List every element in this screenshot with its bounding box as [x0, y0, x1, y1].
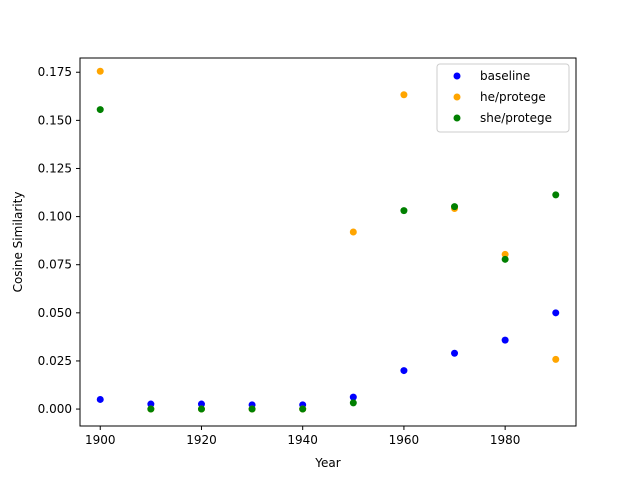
data-point: [248, 405, 256, 413]
x-tick-label: 1960: [389, 433, 420, 447]
legend-label: baseline: [480, 69, 530, 83]
data-points-layer: [96, 67, 560, 413]
data-point: [147, 405, 155, 413]
y-tick-label: 0.000: [38, 402, 72, 416]
legend-marker: [453, 93, 461, 101]
data-point: [349, 393, 357, 401]
y-axis-label: Cosine Similarity: [11, 192, 25, 293]
data-point: [552, 309, 560, 317]
plot-frame: [79, 57, 577, 427]
x-tick-label: 1920: [186, 433, 217, 447]
legend-item: she/protege: [453, 111, 552, 125]
legend-item: baseline: [453, 69, 530, 83]
y-tick-label: 0.075: [38, 258, 72, 272]
data-point: [96, 395, 104, 403]
data-point: [96, 67, 104, 75]
data-point: [400, 207, 408, 215]
data-point: [197, 400, 205, 408]
y-tick-label: 0.050: [38, 306, 72, 320]
data-point: [299, 405, 307, 413]
x-tick-label: 1900: [85, 433, 116, 447]
legend-marker: [453, 114, 461, 122]
series-she-protege: [96, 106, 560, 413]
data-point: [501, 255, 509, 263]
legend-label: she/protege: [480, 111, 552, 125]
legend: baseline he/protege she/protege: [436, 63, 570, 133]
data-point: [552, 355, 560, 363]
y-axis-ticks: 0.000 0.025 0.050 0.075 0.100 0.125 0.150 0.175: [38, 65, 80, 416]
data-point: [400, 91, 408, 99]
data-point: [451, 349, 459, 357]
x-axis-label: Year: [314, 456, 340, 470]
data-point: [501, 250, 509, 258]
y-tick-label: 0.150: [38, 113, 72, 127]
data-point: [147, 400, 155, 408]
x-tick-label: 1980: [490, 433, 521, 447]
legend-item: he/protege: [453, 90, 546, 104]
data-point: [552, 191, 560, 199]
legend-box: [436, 63, 570, 133]
data-point: [451, 203, 459, 211]
data-point: [96, 106, 104, 114]
data-point: [501, 336, 509, 344]
data-point: [197, 405, 205, 413]
data-point: [349, 228, 357, 236]
legend-items: baseline he/protege she/protege: [453, 69, 552, 125]
y-tick-label: 0.175: [38, 65, 72, 79]
legend-marker: [453, 72, 461, 80]
x-axis-ticks: 1900 1920 1940 1960 1980: [85, 426, 520, 447]
y-tick-label: 0.100: [38, 210, 72, 224]
legend-label: he/protege: [480, 90, 546, 104]
y-tick-label: 0.125: [38, 161, 72, 175]
data-point: [400, 367, 408, 375]
data-point: [349, 399, 357, 407]
x-tick-label: 1940: [287, 433, 318, 447]
y-tick-label: 0.025: [38, 354, 72, 368]
